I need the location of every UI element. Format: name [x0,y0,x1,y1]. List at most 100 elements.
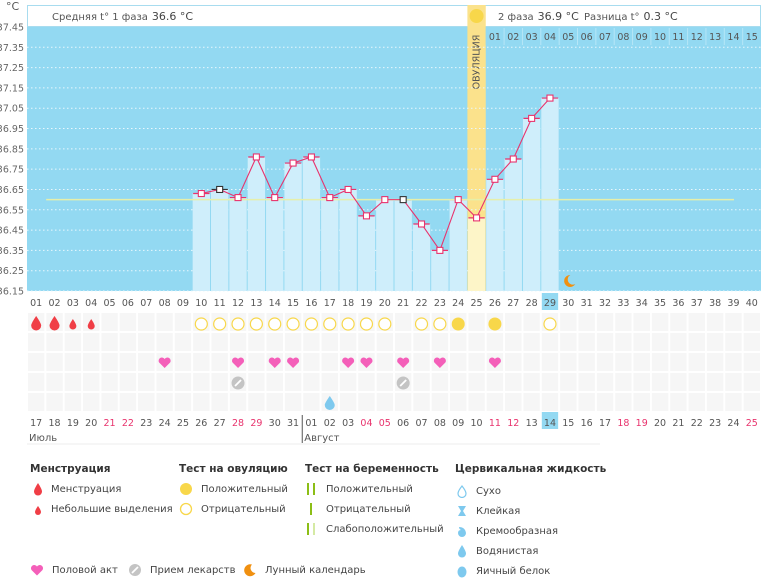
difference-label: Разница t° [584,12,640,23]
temperature-point [436,246,444,254]
ovulation-test-positive-icon [488,317,502,331]
symptom-cell [651,373,669,391]
cycle-day-label: 05 [104,298,116,309]
symptom-cell [523,373,540,391]
symptom-cell [266,333,283,351]
moon-icon [244,564,256,577]
symptom-cell [523,353,540,371]
legend-label: Водянистая [476,545,539,557]
symptom-cell [688,313,705,331]
temperature-point [216,185,224,194]
symptom-cell [725,373,742,391]
temperature-bar [412,223,431,291]
legend-label: Менструация [51,483,122,495]
cycle-day-label: 25 [471,298,483,309]
plot-area [27,27,761,291]
cycle-day-label: 32 [599,298,611,309]
legend: Менструация Менструация Небольшие выделе… [0,455,770,578]
phase2-day-label: 04 [544,32,556,43]
temperature-bar [541,98,559,291]
symptom-cell [431,333,449,351]
phase2-day-label: 15 [746,32,758,43]
temperature-bar [357,215,376,291]
blood-drop-icon [49,316,60,331]
legend-label: Яичный белок [476,565,551,577]
symptom-cell [358,373,375,391]
symptom-cell [688,353,705,371]
legend-ovulation-title: Тест на овуляцию [179,463,288,475]
small-blood-drop-icon [35,506,41,515]
symptom-cell [321,333,338,351]
symptom-cell [303,373,320,391]
legend-ovulation-positive: Положительный [179,482,288,496]
cycle-day-label: 01 [30,298,42,309]
symptom-cell [651,353,669,371]
heart-icon [158,357,171,368]
cycle-day-label: 13 [250,298,262,309]
month-label: Август [304,433,339,444]
symptom-cell [64,393,82,411]
heart-icon [360,357,373,368]
symptom-cell [46,353,63,371]
phase2-label: 2 фаза [498,12,534,23]
symptom-cell [615,333,632,351]
calendar-date-label: 28 [232,418,244,429]
legend-moon: Лунный календарь [243,563,366,577]
y-tick-label: 36.65 [0,185,24,196]
calendar-date-label: 20 [654,418,666,429]
sticky-icon [458,506,466,516]
temperature-bar [431,250,449,291]
phase2-day-label: 02 [507,32,519,43]
cycle-day-label: 07 [140,298,152,309]
ovulation-label: ОВУЛЯЦИЯ [472,35,483,90]
symptom-cell [284,333,302,351]
cycle-day-label: 14 [269,298,281,309]
legend-label: Небольшие выделения [51,503,173,515]
symptom-cell [651,393,669,411]
phase2-day-row [485,27,761,45]
symptom-cell [725,333,742,351]
y-tick-label: 36.55 [0,205,24,216]
temperature-point [473,214,481,222]
pill-icon [129,564,141,576]
calendar-date-label: 29 [250,418,262,429]
heart-icon [433,357,446,368]
y-tick-label: 36.75 [0,165,24,176]
ovulation-test-negative-icon [304,317,319,331]
symptom-cell [743,353,760,371]
legend-intercourse: Половой акт [30,563,118,577]
y-tick-label: 36.45 [0,226,24,237]
symptom-cell [505,393,522,411]
legend-cervical-eggwhite: Яичный белок [456,564,550,578]
symptom-cell [651,333,669,351]
cycle-day-label: 17 [324,298,336,309]
temperature-point [307,153,315,161]
ovulation-sun-icon [469,9,484,23]
symptom-cell [211,393,228,411]
y-axis-unit: °C [6,0,20,13]
y-tick-label: 37.25 [0,63,24,74]
symptom-cell [468,313,485,331]
calendar-date-label: 20 [85,418,97,429]
symptom-cell [578,393,595,411]
symptom-cell [725,313,742,331]
symptom-cell [725,393,742,411]
phase1-label: Средняя t° 1 фаза [52,12,148,23]
moon-icon [564,274,576,287]
cycle-day-label: 31 [581,298,593,309]
heart-icon [488,357,501,368]
cycle-day-label: 29 [544,298,556,309]
symptom-cell [229,393,247,411]
y-tick-label: 36.15 [0,287,24,298]
symptom-cell [376,393,393,411]
temperature-point [271,194,279,202]
ring-icon [179,502,193,516]
symptom-cell [596,353,614,371]
symptom-cell [83,333,100,351]
legend-menstruation-heavy: Менструация [33,482,121,496]
symptom-cell [119,333,137,351]
symptom-cell [101,313,118,331]
symptom-cell [523,393,540,411]
cycle-day-label: 11 [214,298,226,309]
symptom-cell [615,393,632,411]
